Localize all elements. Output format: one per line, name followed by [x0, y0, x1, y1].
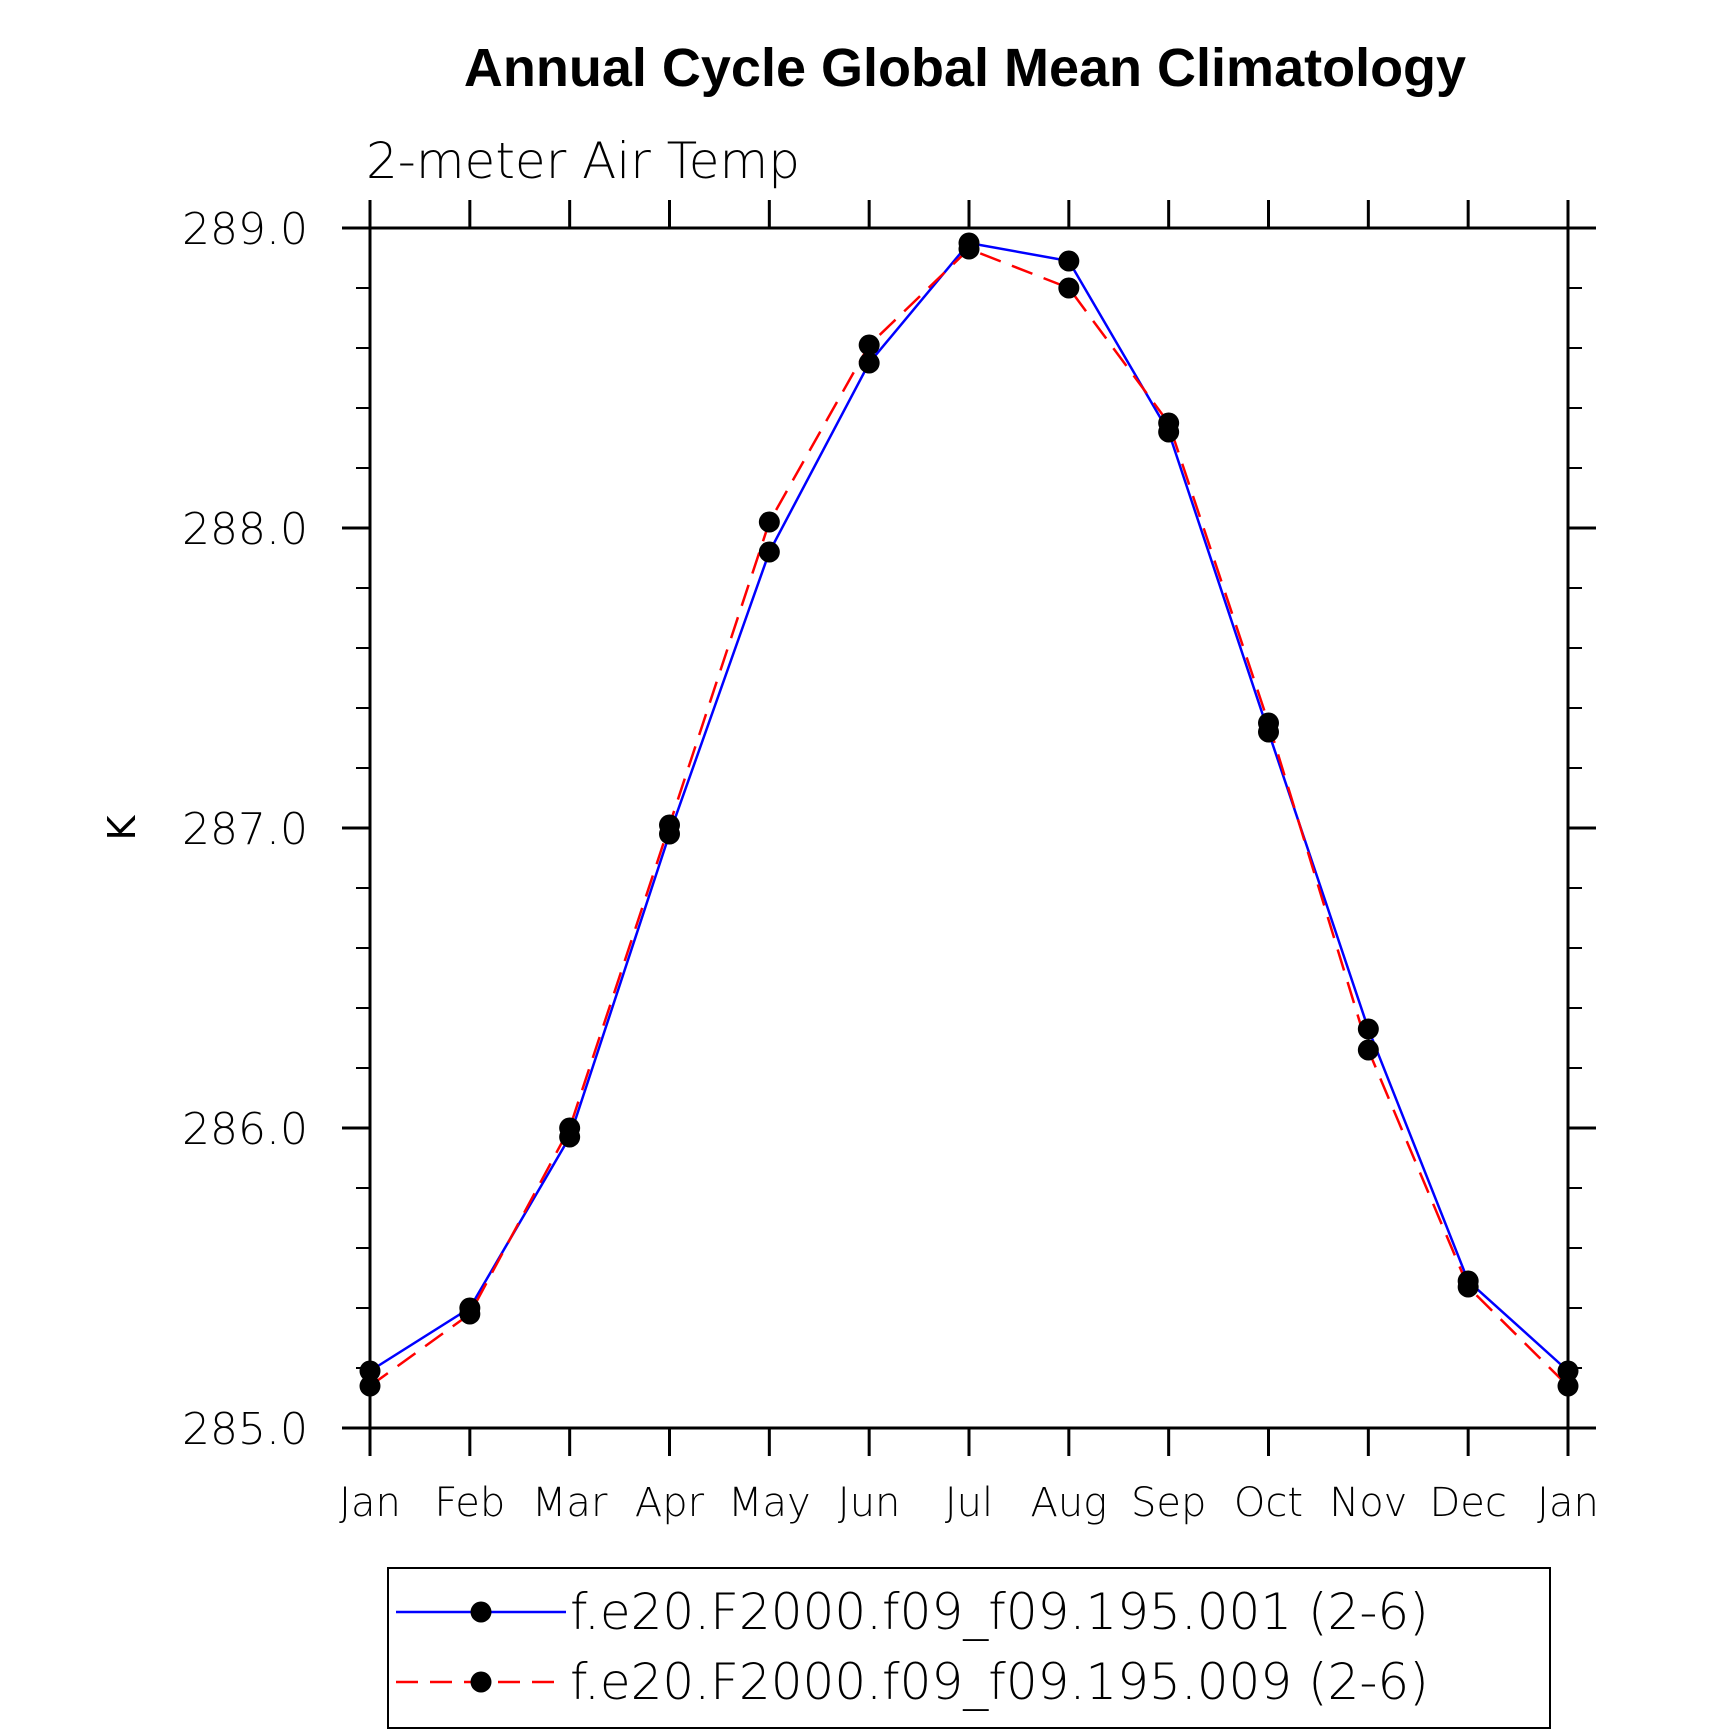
y-tick-label: 288.0 — [182, 504, 308, 555]
x-tick-label: Dec — [1429, 1480, 1506, 1526]
legend-marker-2 — [470, 1671, 492, 1693]
x-tick-label: Sep — [1131, 1480, 1206, 1526]
x-tick-label: Feb — [434, 1480, 505, 1526]
x-tick-label: May — [728, 1480, 811, 1526]
y-tick-label: 289.0 — [182, 204, 308, 255]
data-point-series-1 — [359, 1360, 381, 1382]
x-tick-label: Aug — [1030, 1480, 1107, 1526]
data-point-series-1 — [1058, 250, 1080, 272]
x-tick-label: Jan — [339, 1480, 401, 1526]
y-tick-labels: 285.0 286.0 287.0 288.0 289.0 — [182, 204, 308, 1455]
data-point-series-2 — [459, 1303, 481, 1325]
data-point-series-1 — [1557, 1360, 1579, 1382]
x-tick-label: Jul — [945, 1480, 993, 1526]
x-tick-label: Jun — [838, 1480, 901, 1526]
legend-label-2: f.e20.F2000.f09_f09.195.009 (2-6) — [570, 1653, 1429, 1711]
y-tick-label: 287.0 — [182, 804, 308, 855]
data-point-series-2 — [359, 1375, 381, 1397]
legend-box — [387, 1567, 1551, 1729]
x-tick-label: Jan — [1537, 1480, 1599, 1526]
data-point-series-1 — [1357, 1018, 1379, 1040]
data-point-series-2 — [1258, 712, 1279, 734]
x-tick-label: Nov — [1329, 1480, 1407, 1526]
axis-ticks — [342, 200, 1596, 1456]
data-point-series-2 — [1357, 1039, 1379, 1061]
x-tick-label: Oct — [1234, 1480, 1303, 1526]
chart-title: Annual Cycle Global Mean Climatology — [464, 38, 1466, 98]
y-tick-label: 285.0 — [182, 1404, 308, 1455]
data-point-series-2 — [958, 238, 980, 260]
legend-label-1: f.e20.F2000.f09_f09.195.001 (2-6) — [570, 1583, 1429, 1641]
series-points — [359, 232, 1579, 1397]
data-point-series-2 — [659, 814, 680, 836]
legend-marker-1 — [470, 1601, 492, 1623]
data-point-series-2 — [758, 511, 780, 533]
y-tick-label: 286.0 — [182, 1104, 308, 1155]
data-point-series-2 — [1158, 412, 1180, 434]
chart-subtitle: 2-meter Air Temp — [366, 132, 800, 190]
data-point-series-2 — [1058, 277, 1080, 299]
data-point-series-1 — [758, 541, 780, 563]
legend: f.e20.F2000.f09_f09.195.001 (2-6) f.e20.F… — [396, 1583, 1429, 1711]
data-point-series-1 — [858, 352, 880, 374]
x-tick-label: Apr — [635, 1480, 705, 1526]
series-lines — [369, 241, 1569, 1388]
data-point-series-2 — [1457, 1276, 1479, 1298]
series-line-2 — [369, 247, 1569, 1388]
y-axis-label: K — [100, 814, 144, 840]
data-point-series-2 — [559, 1117, 581, 1139]
x-tick-labels: Jan Feb Mar Apr May Jun Jul Aug Sep Oct Nov Dec Jan — [339, 1480, 1599, 1526]
series-line-1 — [369, 241, 1569, 1373]
data-point-series-2 — [1557, 1375, 1579, 1397]
plot-frame — [368, 226, 1570, 1430]
data-point-series-2 — [858, 334, 880, 356]
x-tick-label: Mar — [532, 1480, 608, 1526]
